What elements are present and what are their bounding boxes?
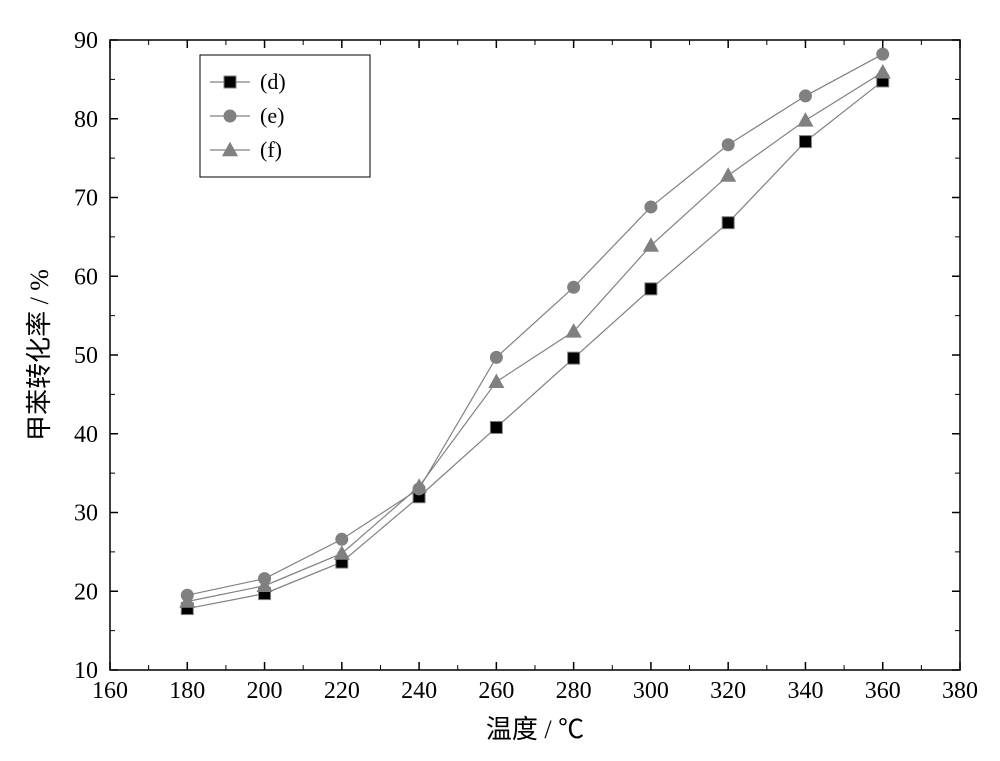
y-tick-label: 40 [74,422,98,448]
y-tick-label: 80 [74,107,98,133]
y-tick-label: 70 [74,186,98,212]
y-tick-label: 30 [74,501,98,527]
x-tick-label: 320 [710,678,746,704]
y-tick-label: 50 [74,343,98,369]
line-chart: 1601802002202402602803003203403603801020… [0,0,1000,761]
y-axis-label: 甲苯转化率 / % [25,269,54,441]
legend: (d) (e) (f) [200,55,370,177]
y-tick-label: 20 [74,579,98,605]
x-tick-label: 380 [942,678,978,704]
y-tick-label: 10 [74,658,98,684]
legend-label-e: (e) [260,103,284,128]
x-tick-label: 300 [633,678,669,704]
x-tick-label: 240 [401,678,437,704]
x-axis-label: 温度 / ℃ [486,715,584,744]
x-tick-label: 360 [865,678,901,704]
y-tick-label: 90 [74,28,98,54]
x-tick-label: 260 [478,678,514,704]
x-tick-label: 280 [556,678,592,704]
x-tick-label: 200 [247,678,283,704]
legend-label-d: (d) [260,69,286,94]
y-tick-label: 60 [74,264,98,290]
chart-container: 1601802002202402602803003203403603801020… [0,0,1000,761]
legend-label-f: (f) [260,137,282,162]
x-tick-label: 180 [169,678,205,704]
x-tick-label: 340 [787,678,823,704]
x-tick-label: 220 [324,678,360,704]
